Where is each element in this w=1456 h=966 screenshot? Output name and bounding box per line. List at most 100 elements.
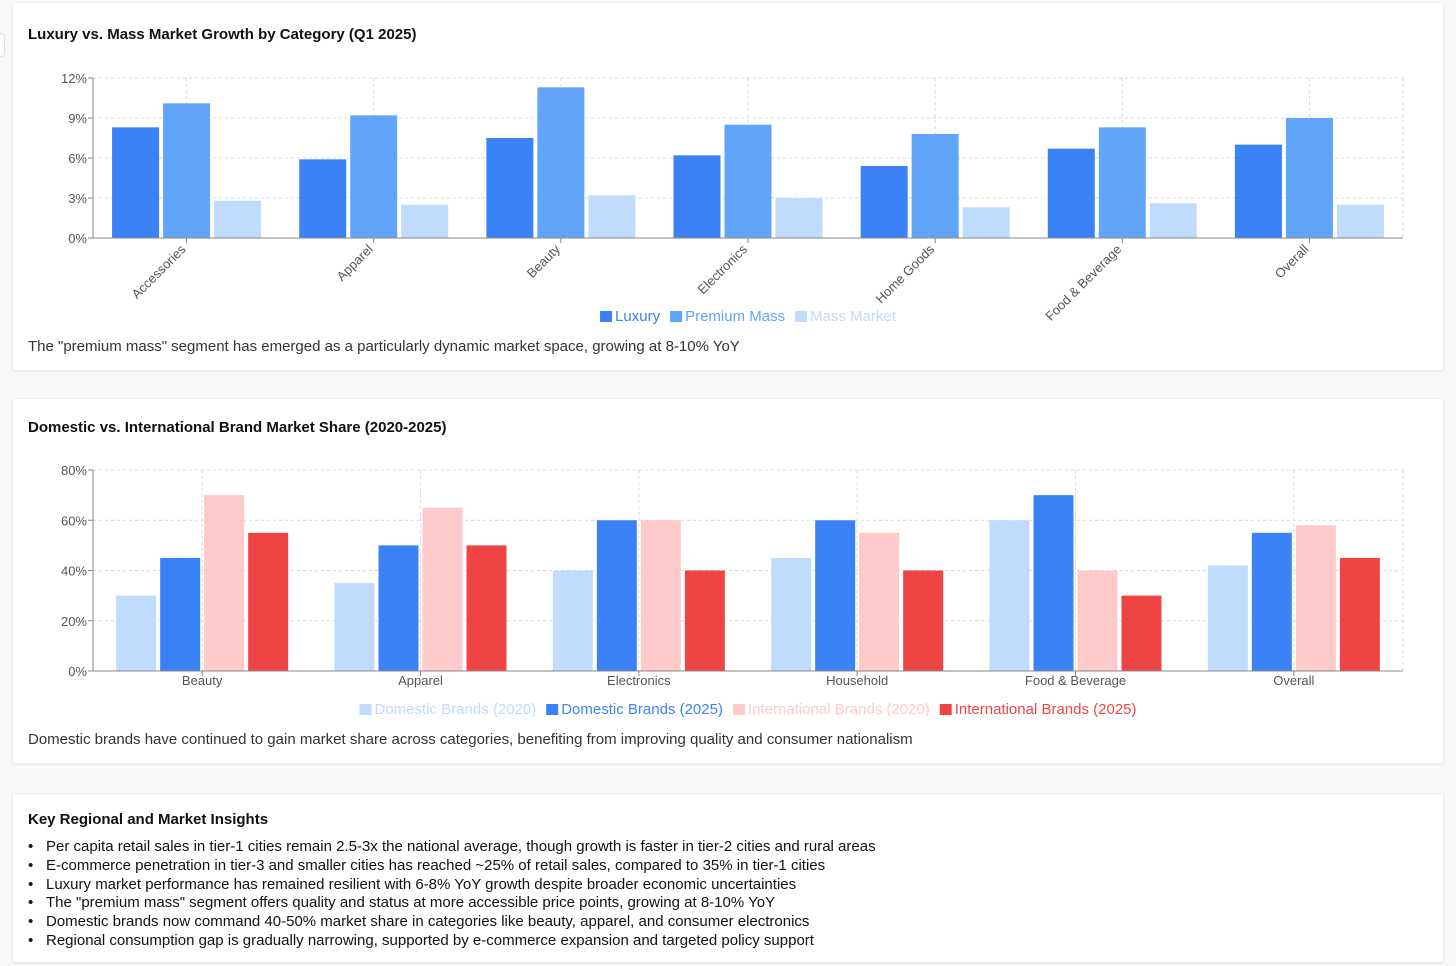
- y-tick-label: 12%: [61, 71, 87, 86]
- bar: [771, 557, 812, 671]
- share-chart: 0% 20% 40% 60% 80% Beauty Apparel Electronics Ho…: [61, 463, 1404, 718]
- growth-chart-caption: The "premium mass" segment has emerged a…: [28, 338, 740, 355]
- x-tick-label: Food & Beverage: [1042, 242, 1124, 324]
- y-tick-label: 80%: [61, 463, 87, 478]
- bar: [204, 495, 245, 671]
- bar: [1207, 565, 1248, 671]
- legend-swatch: [600, 311, 613, 322]
- bar: [160, 557, 201, 671]
- y-tick-label: 20%: [61, 614, 87, 629]
- legend-label: International Brands (2020): [748, 701, 930, 718]
- edge-tab[interactable]: [0, 33, 5, 57]
- bar: [775, 198, 823, 238]
- bar: [486, 138, 534, 238]
- bar: [299, 159, 347, 238]
- share-chart-card: Domestic vs. International Brand Market …: [12, 398, 1444, 764]
- bar: [248, 532, 289, 671]
- bar: [911, 134, 959, 238]
- bar: [1336, 204, 1384, 238]
- insight-item: Luxury market performance has remained r…: [28, 876, 876, 895]
- share-chart-title: Domestic vs. International Brand Market …: [28, 419, 447, 436]
- bar: [378, 545, 419, 671]
- growth-chart: 0% 3% 6% 9% 12% Accessories Apparel Beauty Elect…: [61, 71, 1404, 325]
- bar: [163, 103, 211, 238]
- x-tick-label: Beauty: [182, 673, 223, 688]
- bar: [537, 87, 585, 238]
- legend-swatch: [670, 311, 683, 322]
- legend-label: Luxury: [615, 308, 661, 325]
- bar: [1077, 570, 1118, 671]
- bar: [684, 570, 725, 671]
- insight-item: Per capita retail sales in tier-1 cities…: [28, 838, 876, 857]
- insight-item: Domestic brands now command 40-50% marke…: [28, 913, 876, 932]
- legend-swatch: [546, 704, 559, 715]
- bar: [422, 507, 463, 671]
- y-tick-label: 0%: [68, 231, 87, 246]
- x-tick-label: Electronics: [695, 241, 751, 297]
- x-tick-label: Apparel: [398, 673, 443, 688]
- x-tick-label: Electronics: [607, 673, 671, 688]
- bar: [1295, 525, 1336, 671]
- bar: [334, 583, 375, 671]
- bar: [903, 570, 944, 671]
- y-tick-label: 40%: [61, 564, 87, 579]
- growth-chart-title: Luxury vs. Mass Market Growth by Categor…: [28, 26, 417, 43]
- x-tick-label: Accessories: [129, 241, 190, 302]
- y-tick-label: 9%: [68, 111, 87, 126]
- bar: [214, 200, 262, 238]
- x-tick-label: Food & Beverage: [1025, 673, 1126, 688]
- legend-label: Mass Market: [810, 308, 897, 325]
- bar: [1033, 495, 1074, 671]
- bar: [588, 195, 636, 238]
- bar: [1149, 203, 1197, 238]
- legend-label: Domestic Brands (2020): [374, 701, 536, 718]
- bar: [859, 532, 900, 671]
- bar: [552, 570, 593, 671]
- bar: [860, 166, 908, 238]
- bar: [815, 520, 856, 671]
- legend-label: Domestic Brands (2025): [561, 701, 723, 718]
- growth-chart-card: Luxury vs. Mass Market Growth by Categor…: [12, 2, 1444, 371]
- y-tick-label: 6%: [68, 151, 87, 166]
- y-tick-label: 3%: [68, 191, 87, 206]
- bar: [1121, 595, 1162, 671]
- bar: [724, 124, 772, 238]
- x-tick-label: Overall: [1272, 241, 1312, 281]
- insight-item: The "premium mass" segment offers qualit…: [28, 894, 876, 913]
- bar: [1098, 127, 1146, 238]
- legend-swatch: [732, 704, 745, 715]
- x-tick-label: Apparel: [334, 241, 376, 283]
- bar: [962, 207, 1010, 238]
- insight-item: Regional consumption gap is gradually na…: [28, 932, 876, 951]
- insights-list: Per capita retail sales in tier-1 cities…: [28, 838, 876, 951]
- bar: [350, 115, 398, 238]
- insights-card: Key Regional and Market Insights Per cap…: [12, 793, 1444, 963]
- y-tick-label: 0%: [68, 664, 87, 679]
- legend: Domestic Brands (2020) Domestic Brands (2…: [359, 701, 1137, 718]
- x-tick-label: Beauty: [524, 241, 564, 281]
- bar: [1047, 148, 1095, 238]
- bar: [1285, 118, 1333, 238]
- insight-item: E-commerce penetration in tier-3 and sma…: [28, 857, 876, 876]
- insights-title: Key Regional and Market Insights: [28, 811, 269, 828]
- legend-swatch: [359, 704, 372, 715]
- x-tick-label: Overall: [1273, 673, 1314, 688]
- legend-swatch: [939, 704, 952, 715]
- bar: [466, 545, 507, 671]
- x-tick-label: Household: [826, 673, 888, 688]
- legend: Luxury Premium Mass Mass Market: [600, 308, 897, 325]
- bar: [640, 520, 681, 671]
- bar: [112, 127, 160, 238]
- bar: [1339, 557, 1380, 671]
- bar: [1251, 532, 1292, 671]
- bar: [401, 204, 449, 238]
- bar: [596, 520, 637, 671]
- share-chart-caption: Domestic brands have continued to gain m…: [28, 731, 913, 748]
- legend-label: Premium Mass: [685, 308, 785, 325]
- bar: [673, 155, 721, 238]
- bar: [1234, 144, 1282, 238]
- bar: [989, 520, 1030, 671]
- legend-label: International Brands (2025): [955, 701, 1137, 718]
- x-tick-label: Home Goods: [872, 241, 937, 306]
- bar: [116, 595, 157, 671]
